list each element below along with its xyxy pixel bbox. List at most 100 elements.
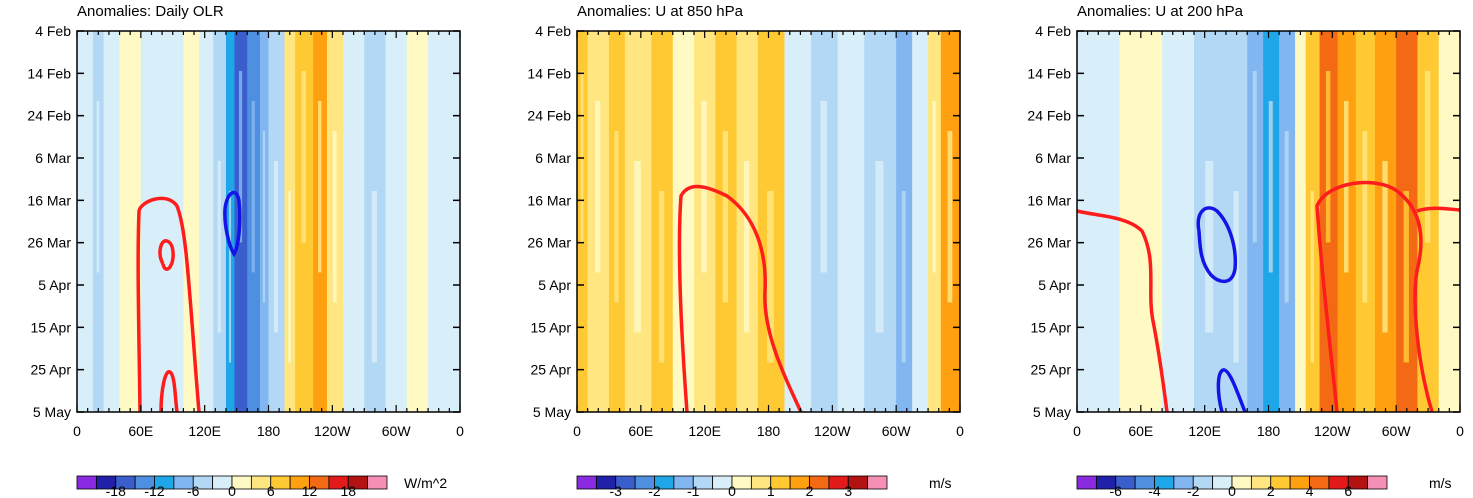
chart-panel-2: Anomalies: U at 850 hPa 4 Feb 14 Feb 24 Feb… bbox=[527, 3, 964, 498]
data-band-streak bbox=[1310, 191, 1315, 363]
data-band-streak bbox=[433, 131, 438, 303]
contour-line bbox=[1416, 206, 1461, 213]
y-tick-label: 5 Apr bbox=[38, 277, 71, 293]
y-tick-label: 15 Apr bbox=[531, 319, 572, 335]
y-tick-label: 24 Feb bbox=[1027, 108, 1071, 124]
colorbar-label: 2 bbox=[806, 483, 814, 498]
data-band-streak bbox=[846, 131, 854, 303]
colorbar-label: 18 bbox=[340, 483, 356, 498]
data-band-streak bbox=[1233, 191, 1239, 363]
x-tick-label: 120W bbox=[314, 423, 351, 439]
x-tick-label: 120E bbox=[688, 423, 721, 439]
data-band-streak bbox=[1424, 71, 1431, 243]
data-band-streak bbox=[658, 191, 665, 363]
x-tick-label: 0 bbox=[1456, 423, 1464, 439]
colorbar-swatch bbox=[576, 475, 597, 490]
colorbar-label: 0 bbox=[728, 483, 736, 498]
data-band-streak bbox=[148, 191, 154, 363]
colorbar: -3 -2 -1 0 1 2 3 m/s bbox=[576, 475, 952, 498]
colorbar-label: 6 bbox=[1344, 483, 1352, 498]
x-tick-label: 180 bbox=[757, 423, 781, 439]
data-band-streak bbox=[820, 101, 828, 273]
data-band-streak bbox=[1382, 161, 1388, 333]
x-tick-label: 0 bbox=[573, 423, 581, 439]
x-tick-label: 60E bbox=[1128, 423, 1153, 439]
x-tick-label: 60W bbox=[382, 423, 412, 439]
colorbar-label: 1 bbox=[767, 483, 775, 498]
contour-line bbox=[1076, 209, 1169, 413]
data-band-streak bbox=[1403, 191, 1409, 363]
data-band-streak bbox=[744, 161, 750, 333]
colorbar-label: 2 bbox=[1267, 483, 1275, 498]
y-tick-label: 16 Mar bbox=[1027, 192, 1071, 208]
colorbar-label: -2 bbox=[1187, 483, 1200, 498]
data-band-streak bbox=[217, 161, 221, 333]
colorbar-label: -2 bbox=[648, 483, 661, 498]
colorbar-units: m/s bbox=[929, 475, 952, 491]
y-tick-label: 6 Mar bbox=[535, 150, 571, 166]
data-band-streak bbox=[392, 71, 399, 243]
colorbar-label: 0 bbox=[1228, 483, 1236, 498]
data-band-streak bbox=[238, 71, 243, 243]
y-tick-label: 5 May bbox=[33, 404, 71, 420]
colorbar-label: -6 bbox=[187, 483, 200, 498]
data-band-streak bbox=[1091, 71, 1103, 243]
y-tick-label: 4 Feb bbox=[35, 23, 71, 39]
data-band-streak bbox=[680, 71, 686, 243]
chart-title: Anomalies: Daily OLR bbox=[77, 3, 224, 20]
data-band-streak bbox=[1268, 101, 1273, 273]
y-tick-label: 4 Feb bbox=[535, 23, 571, 39]
data-band-streak bbox=[1205, 161, 1214, 333]
chart-title: Anomalies: U at 850 hPa bbox=[577, 3, 744, 20]
colorbar-label: -3 bbox=[610, 483, 623, 498]
contour-line bbox=[677, 184, 803, 413]
data-band-streak bbox=[332, 131, 337, 303]
data-band-streak bbox=[96, 101, 100, 273]
contour-lines bbox=[1076, 180, 1461, 413]
data-band-streak bbox=[722, 131, 729, 303]
colorbar-label: 0 bbox=[228, 483, 236, 498]
colorbar: -6 -4 -2 0 2 4 6 m/s bbox=[1076, 475, 1452, 498]
x-tick-label: 120E bbox=[188, 423, 221, 439]
contour-lines bbox=[677, 184, 803, 413]
y-tick-label: 5 Apr bbox=[1038, 277, 1071, 293]
y-tick-label: 5 Apr bbox=[538, 277, 571, 293]
x-tick-label: 0 bbox=[456, 423, 464, 439]
colorbar: -18 -12 -6 0 6 12 18 W/m^2 bbox=[76, 475, 447, 498]
data-band-streak bbox=[1284, 131, 1289, 303]
x-tick-label: 60E bbox=[128, 423, 153, 439]
contour-lines bbox=[136, 190, 242, 413]
y-tick-label: 16 Mar bbox=[27, 192, 71, 208]
y-tick-label: 6 Mar bbox=[1035, 150, 1071, 166]
colorbar-label: -1 bbox=[687, 483, 700, 498]
x-tick-label: 0 bbox=[1073, 423, 1081, 439]
x-tick-label: 120W bbox=[1314, 423, 1351, 439]
data-band-streak bbox=[262, 131, 266, 303]
data-band-streak bbox=[767, 191, 774, 363]
colorbar-swatch bbox=[76, 475, 97, 490]
data-band-streak bbox=[932, 101, 936, 273]
y-tick-label: 15 Apr bbox=[1031, 319, 1072, 335]
colorbar-swatch bbox=[367, 475, 388, 490]
y-tick-label: 24 Feb bbox=[27, 108, 71, 124]
data-band-streak bbox=[449, 161, 454, 333]
data-band-streak bbox=[228, 191, 232, 363]
data-band-streak bbox=[288, 191, 291, 363]
colorbar-label: 12 bbox=[302, 483, 318, 498]
y-tick-label: 6 Mar bbox=[35, 150, 71, 166]
data-band-streak bbox=[1298, 161, 1302, 333]
y-tick-label: 16 Mar bbox=[527, 192, 571, 208]
data-band-streak bbox=[901, 191, 906, 363]
y-tick-label: 5 May bbox=[533, 404, 571, 420]
data-band-streak bbox=[634, 161, 641, 333]
x-tick-label: 180 bbox=[257, 423, 281, 439]
data-band-streak bbox=[301, 71, 306, 243]
y-tick-label: 26 Mar bbox=[1027, 235, 1071, 251]
data-band-streak bbox=[1134, 101, 1146, 273]
data-band-streak bbox=[595, 101, 601, 273]
x-tick-label: 120E bbox=[1188, 423, 1221, 439]
colorbar-label: 4 bbox=[1306, 483, 1314, 498]
data-bands bbox=[1077, 31, 1461, 412]
data-band-streak bbox=[947, 131, 953, 303]
y-tick-label: 26 Mar bbox=[527, 235, 571, 251]
